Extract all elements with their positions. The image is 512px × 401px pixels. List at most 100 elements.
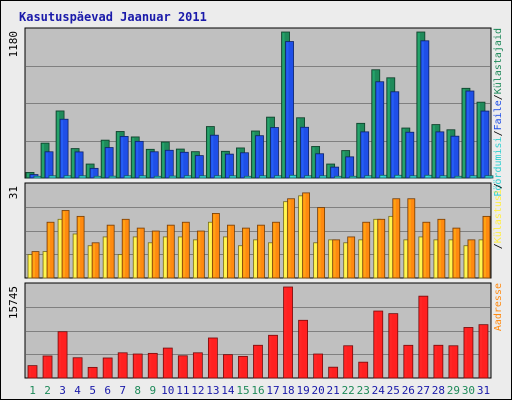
x-tick-label-day-27: 27: [417, 384, 430, 397]
bar-aadresse-day-4-highlight: [78, 217, 80, 277]
bar-faile-day-29-highlight: [452, 137, 454, 177]
bar-kbaite-day-11-highlight: [179, 357, 181, 377]
bar-kbaite-day-20-highlight: [315, 355, 317, 377]
bar-k-lastusi-day-3-highlight: [59, 220, 61, 277]
x-tick-label-day-4: 4: [74, 384, 81, 397]
bar-faile-day-16-highlight: [256, 137, 258, 177]
bar-k-lastusi-day-27-highlight: [420, 238, 422, 277]
bar-p-rdumisi-day-27-highlight: [426, 176, 428, 177]
bar-k-lastusi-day-26-highlight: [405, 241, 407, 277]
x-tick-label-day-6: 6: [104, 384, 111, 397]
bar-k-lastajaid-day-11-highlight: [177, 150, 179, 177]
bar-p-rdumisi-day-18-highlight: [291, 176, 293, 177]
bar-kbaite-day-28-highlight: [435, 346, 437, 377]
bar-kbaite-day-25-highlight: [390, 315, 392, 377]
x-tick-label-day-16: 16: [251, 384, 264, 397]
bar-faile-day-20-highlight: [317, 155, 319, 177]
legend-layer: Pöördumisi/Faile/Külastajaid/Külastusi/A…: [493, 28, 504, 331]
bar-k-lastajaid-day-1-highlight: [27, 173, 29, 177]
bar-faile-day-6-highlight: [106, 149, 108, 177]
y-max-label: 15745: [7, 286, 20, 319]
chart-panel-3: [25, 283, 491, 378]
bar-k-lastusi-day-1-highlight: [29, 256, 31, 277]
bar-kbaite-day-19-highlight: [300, 321, 302, 377]
bar-faile-day-24-highlight: [377, 83, 379, 177]
legend-group-1: Pöördumisi/Faile/Külastajaid: [493, 28, 504, 197]
bar-k-lastajaid-day-3-highlight: [57, 112, 59, 177]
bar-k-lastajaid-day-9-highlight: [147, 150, 149, 177]
bar-aadresse-day-19-highlight: [304, 194, 306, 277]
bar-aadresse-day-30-highlight: [469, 241, 471, 277]
bar-aadresse-day-3-highlight: [63, 211, 65, 277]
bar-kbaite-day-26-highlight: [405, 346, 407, 377]
bar-k-lastusi-day-29-highlight: [450, 241, 452, 277]
bar-kbaite-day-18-highlight: [285, 288, 287, 377]
bar-aadresse-day-14-highlight: [228, 226, 230, 277]
bar-faile-day-28-highlight: [437, 133, 439, 177]
bar-k-lastajaid-day-20-highlight: [313, 147, 315, 177]
bar-kbaite-day-24-highlight: [375, 312, 377, 377]
bar-k-lastusi-day-16-highlight: [254, 241, 256, 277]
bar-faile-day-3-highlight: [61, 120, 63, 177]
x-tick-label-day-12: 12: [191, 384, 204, 397]
bar-k-lastusi-day-13-highlight: [209, 223, 211, 277]
bar-faile-day-12-highlight: [196, 157, 198, 177]
bar-k-lastusi-day-10-highlight: [164, 238, 166, 277]
bar-kbaite-day-27-highlight: [420, 297, 422, 377]
x-tick-label-day-28: 28: [432, 384, 445, 397]
bar-kbaite-day-14-highlight: [224, 356, 226, 377]
bar-faile-day-27-highlight: [422, 42, 424, 177]
bar-k-lastusi-day-6-highlight: [104, 238, 106, 277]
bar-aadresse-day-15-highlight: [243, 229, 245, 277]
x-tick-label-day-2: 2: [44, 384, 51, 397]
bar-k-lastusi-day-15-highlight: [239, 247, 241, 277]
bar-kbaite-day-17-highlight: [270, 336, 272, 377]
bar-aadresse-day-6-highlight: [108, 226, 110, 277]
bar-kbaite-day-5-highlight: [89, 368, 91, 377]
bar-faile-day-21-highlight: [332, 168, 334, 177]
bar-faile-day-2-highlight: [46, 153, 48, 177]
bar-kbaite-day-3-highlight: [59, 333, 61, 377]
bar-k-lastusi-day-22-highlight: [345, 244, 347, 277]
bar-k-lastajaid-day-8-highlight: [132, 138, 134, 177]
bar-faile-day-25-highlight: [392, 93, 394, 177]
bar-faile-day-5-highlight: [91, 169, 93, 177]
bar-k-lastajaid-day-17-highlight: [268, 118, 270, 177]
bar-k-lastajaid-day-26-highlight: [403, 129, 405, 177]
x-tick-label-day-24: 24: [372, 384, 386, 397]
bar-k-lastajaid-day-5-highlight: [87, 165, 89, 177]
bar-k-lastusi-day-11-highlight: [179, 238, 181, 277]
bar-aadresse-day-11-highlight: [183, 223, 185, 277]
bar-k-lastajaid-day-14-highlight: [222, 152, 224, 177]
bar-faile-day-23-highlight: [362, 133, 364, 177]
x-tick-label-day-7: 7: [119, 384, 126, 397]
bar-k-lastusi-day-28-highlight: [435, 241, 437, 277]
x-tick-label-day-1: 1: [29, 384, 36, 397]
chart-title: Kasutuspäevad Jaanuar 2011: [19, 10, 207, 24]
bar-aadresse-day-13-highlight: [213, 214, 215, 277]
bar-faile-day-31-highlight: [482, 112, 484, 177]
bar-k-lastajaid-day-7-highlight: [117, 132, 119, 177]
bar-faile-day-26-highlight: [407, 133, 409, 177]
y-max-label: 31: [7, 186, 20, 199]
legend-item-faile: Faile: [493, 100, 504, 130]
bar-kbaite-day-21-highlight: [330, 368, 332, 377]
bar-k-lastajaid-day-30-highlight: [463, 89, 465, 177]
bar-faile-day-8-highlight: [136, 142, 138, 177]
bar-k-lastusi-day-12-highlight: [194, 241, 196, 277]
bar-faile-day-4-highlight: [76, 153, 78, 177]
x-tick-label-day-26: 26: [402, 384, 415, 397]
bar-aadresse-day-22-highlight: [349, 238, 351, 277]
bar-kbaite-day-16-highlight: [254, 346, 256, 377]
bar-k-lastajaid-day-2-highlight: [42, 144, 44, 177]
bar-k-lastajaid-day-13-highlight: [207, 128, 209, 177]
bar-k-lastajaid-day-16-highlight: [252, 132, 254, 177]
legend-item-aadresse: Aadresse: [493, 283, 504, 331]
bar-kbaite-day-30-highlight: [465, 328, 467, 377]
bar-k-lastajaid-day-24-highlight: [373, 71, 375, 177]
bar-k-lastusi-day-23-highlight: [360, 241, 362, 277]
x-tick-label-day-22: 22: [342, 384, 355, 397]
bar-k-lastajaid-day-6-highlight: [102, 141, 104, 177]
